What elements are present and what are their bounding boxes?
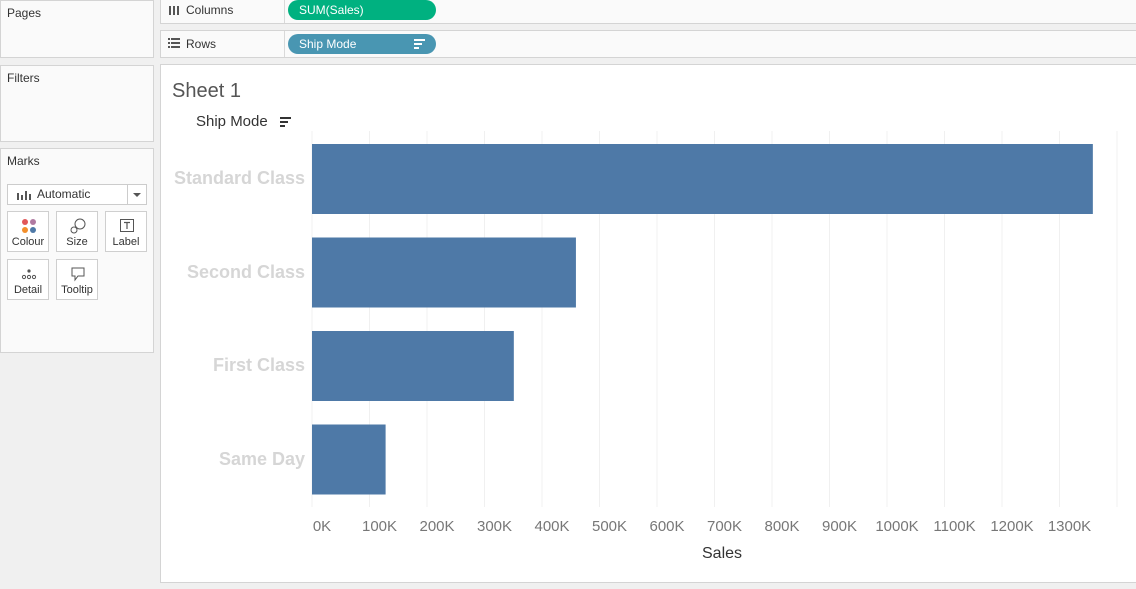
- sum-sales-pill-label: SUM(Sales): [299, 3, 364, 17]
- category-label[interactable]: Second Class: [186, 261, 305, 282]
- sort-descending-icon[interactable]: [280, 117, 291, 127]
- x-tick-label: 900K: [821, 518, 858, 535]
- colour-button[interactable]: Colour: [7, 211, 49, 252]
- filters-card[interactable]: Filters: [0, 65, 154, 142]
- x-tick-label: 400K: [534, 518, 570, 535]
- pages-card[interactable]: Pages: [0, 0, 154, 58]
- columns-icon: [169, 6, 179, 15]
- label-icon: [120, 219, 134, 232]
- x-tick-label: 200K: [419, 518, 455, 535]
- size-label: Size: [66, 236, 88, 248]
- row-header: Ship Mode: [196, 113, 291, 130]
- x-tick-label: 800K: [764, 518, 800, 535]
- rows-shelf[interactable]: Rows Ship Mode: [160, 30, 1136, 58]
- x-tick-label: 700K: [706, 518, 743, 535]
- x-tick-label: 1000K: [875, 518, 919, 535]
- row-header-label: Ship Mode: [196, 113, 268, 130]
- bar-chart: [311, 131, 1118, 507]
- x-tick-label: 1200K: [990, 518, 1034, 535]
- sum-sales-pill[interactable]: SUM(Sales): [288, 0, 436, 20]
- colour-label: Colour: [11, 236, 45, 248]
- mark-type-dropdown[interactable]: Automatic: [7, 184, 147, 205]
- rows-icon: [168, 38, 180, 48]
- x-axis-title: Sales: [702, 545, 743, 562]
- category-label[interactable]: First Class: [212, 355, 305, 375]
- worksheet-view: Sheet 1 Ship Mode Standard Class Second C…: [160, 64, 1136, 583]
- detail-icon: [21, 269, 37, 280]
- x-tick-label: 600K: [649, 518, 685, 535]
- label-button[interactable]: Label: [105, 211, 147, 252]
- ship-mode-pill[interactable]: Ship Mode: [288, 34, 436, 54]
- x-tick-label: 300K: [476, 518, 513, 535]
- x-tick-label: 1300K: [1047, 518, 1092, 535]
- pages-title: Pages: [7, 6, 42, 20]
- colour-icon: [22, 219, 36, 233]
- rows-shelf-label: Rows: [161, 31, 285, 57]
- sheet-title: Sheet 1: [172, 80, 241, 102]
- columns-label: Columns: [186, 3, 234, 17]
- detail-label: Detail: [13, 284, 43, 296]
- marks-title: Marks: [7, 154, 40, 168]
- mark-type-value: Automatic: [37, 187, 91, 201]
- bar-same-day[interactable]: [312, 424, 386, 495]
- bar-first-class[interactable]: [312, 331, 514, 401]
- category-label[interactable]: Standard Class: [173, 168, 305, 188]
- tooltip-icon: [71, 267, 85, 282]
- x-tick-label: 0K: [312, 518, 332, 535]
- tooltip-button[interactable]: Tooltip: [56, 259, 98, 300]
- label-label: Label: [112, 236, 140, 248]
- size-icon: [70, 218, 86, 234]
- columns-shelf[interactable]: Columns SUM(Sales): [160, 0, 1136, 24]
- filters-title: Filters: [7, 71, 40, 85]
- columns-shelf-label: Columns: [161, 0, 285, 23]
- x-tick-label: 1100K: [933, 518, 976, 535]
- bar-second-class[interactable]: [312, 237, 576, 308]
- x-tick-label: 500K: [591, 518, 628, 535]
- tooltip-label: Tooltip: [61, 284, 93, 296]
- marks-card: Marks Automatic Colour Size Label: [0, 148, 154, 353]
- ship-mode-pill-label: Ship Mode: [299, 37, 357, 51]
- sort-descending-icon[interactable]: [414, 39, 425, 49]
- rows-label: Rows: [186, 37, 217, 51]
- bar-chart-icon: [17, 191, 31, 200]
- bar-standard-class[interactable]: [312, 144, 1093, 214]
- x-tick-label: 100K: [361, 518, 398, 535]
- size-button[interactable]: Size: [56, 211, 98, 252]
- dropdown-arrow-icon[interactable]: [127, 185, 146, 204]
- category-label[interactable]: Same Day: [218, 448, 305, 469]
- detail-button[interactable]: Detail: [7, 259, 49, 300]
